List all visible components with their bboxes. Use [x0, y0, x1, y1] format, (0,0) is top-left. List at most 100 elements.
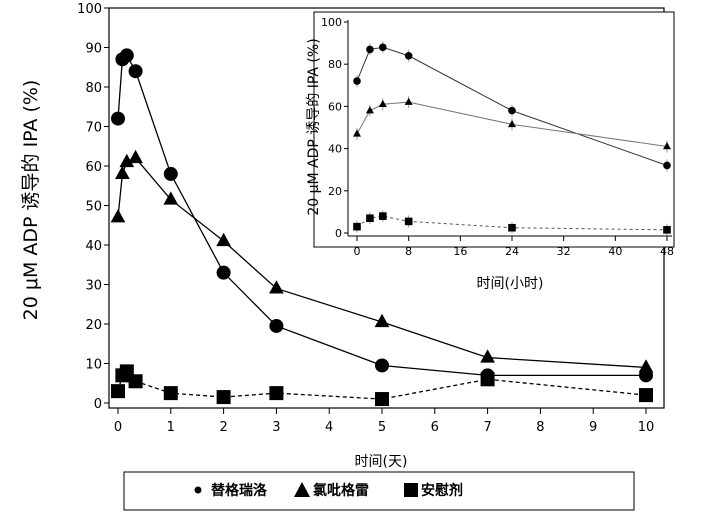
legend-label-ticagrelor: 替格瑞洛: [211, 482, 268, 499]
inset-point-square: [404, 217, 413, 226]
inset-y-ticks: 0 20 40 60 80 100: [321, 16, 348, 240]
inset-point-circle: [379, 43, 387, 52]
main-y-tick-label: 0: [94, 397, 102, 412]
main-point-triangle: [638, 359, 654, 373]
inset-point-square: [508, 223, 516, 232]
main-point-square: [639, 388, 653, 403]
legend: 替格瑞洛 氯吡格雷 安慰剂: [123, 471, 635, 511]
main-y-tick-label: 40: [85, 239, 102, 254]
inset-point-circle: [404, 51, 413, 60]
inset-axes: [347, 20, 672, 237]
inset-x-tick-label: 40: [608, 245, 622, 258]
main-x-tick-label: 9: [589, 420, 597, 435]
inset-x-tick-label: 32: [557, 245, 571, 258]
inset-x-ticks: 0 8 16 24 32 40 48: [354, 236, 674, 258]
main-point-square: [480, 372, 495, 387]
main-y-tick-label: 100: [77, 2, 102, 17]
inset-point-circle: [353, 77, 361, 85]
main-point-triangle: [374, 313, 390, 328]
inset-point-circle: [508, 106, 516, 115]
main-x-tick-label: 2: [219, 420, 227, 435]
main-point-square: [269, 386, 284, 401]
inset-point-triangle: [353, 129, 361, 137]
main-series-layer: [110, 48, 654, 407]
inset-y-tick-label: 20: [328, 185, 342, 198]
legend-marker-triangle: [294, 482, 310, 497]
main-x-tick-label: 3: [272, 420, 280, 435]
main-point-square: [163, 386, 178, 401]
main-point-square: [216, 390, 231, 405]
legend-frame: [123, 471, 635, 511]
main-x-tick-label: 4: [325, 420, 333, 435]
main-y-tick-label: 60: [85, 160, 102, 175]
inset-y-tick-label: 40: [328, 143, 342, 156]
inset-series-line-1: [356, 101, 668, 147]
main-series-line-2: [117, 370, 647, 400]
inset-point-square: [379, 212, 387, 220]
main-x-tick-label: 8: [536, 420, 544, 435]
main-series-line-1: [117, 157, 647, 369]
inset-x-axis-label: 时间(小时): [477, 276, 544, 292]
inset-y-tick-label: 0: [335, 227, 342, 240]
main-point-circle: [111, 111, 125, 126]
main-point-triangle: [115, 165, 130, 179]
main-y-tick-label: 10: [85, 358, 102, 373]
inset-point-square: [366, 214, 374, 223]
inset-point-triangle: [508, 119, 516, 128]
main-point-triangle: [480, 349, 495, 363]
main-point-circle: [216, 265, 231, 280]
main-y-tick-label: 70: [85, 121, 102, 136]
main-point-circle: [269, 318, 284, 333]
inset-y-axis-label: 20 μM ADP 诱导的 IPA (%): [306, 38, 322, 215]
inset-point-triangle: [404, 97, 413, 105]
main-y-tick-label: 90: [85, 42, 102, 57]
inset-y-tick-label: 100: [321, 16, 342, 29]
legend-marker-circle: [194, 486, 202, 494]
main-point-square: [128, 374, 143, 389]
inset-point-triangle: [663, 142, 671, 150]
inset-series-line-0: [356, 46, 668, 166]
main-y-tick-label: 50: [85, 200, 102, 215]
main-point-triangle: [110, 209, 126, 223]
main-point-square: [375, 392, 389, 407]
main-x-tick-label: 7: [483, 420, 491, 435]
inset-point-circle: [366, 45, 374, 54]
main-x-tick-label: 10: [638, 420, 655, 435]
inset-x-tick-label: 48: [660, 245, 674, 258]
inset-point-square: [663, 226, 671, 234]
main-point-triangle: [163, 191, 179, 205]
inset-x-tick-label: 0: [354, 245, 361, 258]
inset-point-triangle: [378, 99, 387, 108]
legend-label-clopidogrel: 氯吡格雷: [313, 482, 369, 499]
main-y-tick-label: 20: [85, 318, 102, 333]
inset-x-tick-label: 24: [505, 245, 519, 258]
main-point-circle: [375, 358, 389, 373]
main-y-axis-label: 20 μM ADP 诱导的 IPA (%): [20, 80, 42, 321]
main-point-circle: [128, 64, 143, 79]
main-y-tick-label: 80: [85, 81, 102, 96]
inset-plot-frame: [313, 11, 675, 248]
main-point-triangle: [119, 153, 135, 168]
main-point-triangle: [216, 232, 231, 247]
main-y-tick-label: 30: [85, 279, 102, 294]
main-point-square: [111, 384, 125, 399]
main-x-ticks: 0 1 2 3 4 5 6 7 8 9 10: [114, 408, 654, 435]
main-point-circle: [163, 166, 178, 181]
main-point-triangle: [128, 149, 143, 164]
inset-point-triangle: [365, 106, 374, 114]
main-point-circle: [119, 48, 134, 63]
main-x-tick-label: 0: [114, 420, 122, 435]
inset-point-circle: [663, 161, 671, 170]
inset-series-layer: [353, 41, 671, 236]
inset-y-tick-label: 60: [328, 100, 342, 113]
main-x-axis-label: 时间(天): [355, 454, 408, 470]
inset-y-tick-label: 80: [328, 58, 342, 71]
legend-label-placebo: 安慰剂: [421, 482, 463, 499]
main-x-tick-label: 6: [431, 420, 439, 435]
main-x-tick-label: 5: [378, 420, 386, 435]
inset-point-square: [353, 222, 361, 231]
inset-x-tick-label: 8: [405, 245, 412, 258]
legend-marker-square: [404, 483, 418, 497]
